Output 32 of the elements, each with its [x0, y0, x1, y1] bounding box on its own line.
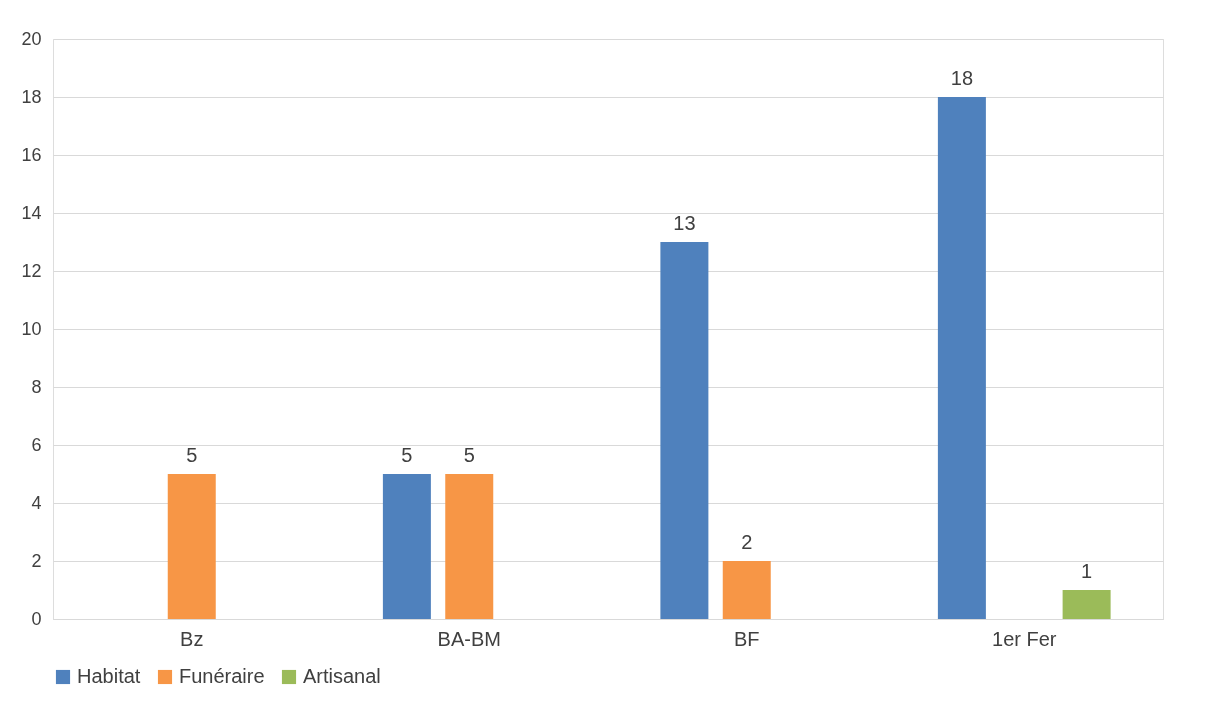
bar [1062, 590, 1111, 619]
x-tick-label: Bz [180, 627, 204, 650]
data-label: 2 [741, 531, 753, 553]
data-label: 18 [950, 67, 974, 89]
bar [937, 97, 986, 619]
x-tick-label: 1er Fer [992, 627, 1057, 650]
data-label: 5 [463, 444, 475, 466]
bar [722, 561, 771, 619]
y-tick-label: 16 [21, 144, 42, 165]
bar [382, 474, 431, 619]
bar [445, 474, 494, 619]
data-label: 5 [401, 444, 413, 466]
y-tick-label: 10 [21, 318, 42, 339]
bar [660, 242, 709, 619]
x-tick-label: BA-BM [437, 627, 501, 650]
data-label: 1 [1081, 560, 1093, 582]
y-tick-label: 4 [31, 492, 42, 513]
legend-label: Funéraire [179, 665, 265, 687]
y-tick-label: 14 [21, 202, 42, 223]
data-label: 5 [186, 444, 198, 466]
y-tick-label: 6 [31, 434, 42, 455]
x-tick-label: BF [733, 627, 760, 650]
bar [167, 474, 216, 619]
y-tick-label: 20 [21, 28, 42, 49]
data-label: 13 [673, 212, 696, 234]
y-tick-label: 0 [31, 608, 42, 629]
y-tick-label: 8 [31, 376, 42, 397]
y-tick-label: 18 [21, 86, 42, 107]
legend-label: Habitat [77, 665, 141, 687]
y-tick-label: 2 [31, 550, 42, 571]
legend-label: Artisanal [303, 665, 381, 687]
y-tick-label: 12 [21, 260, 42, 281]
